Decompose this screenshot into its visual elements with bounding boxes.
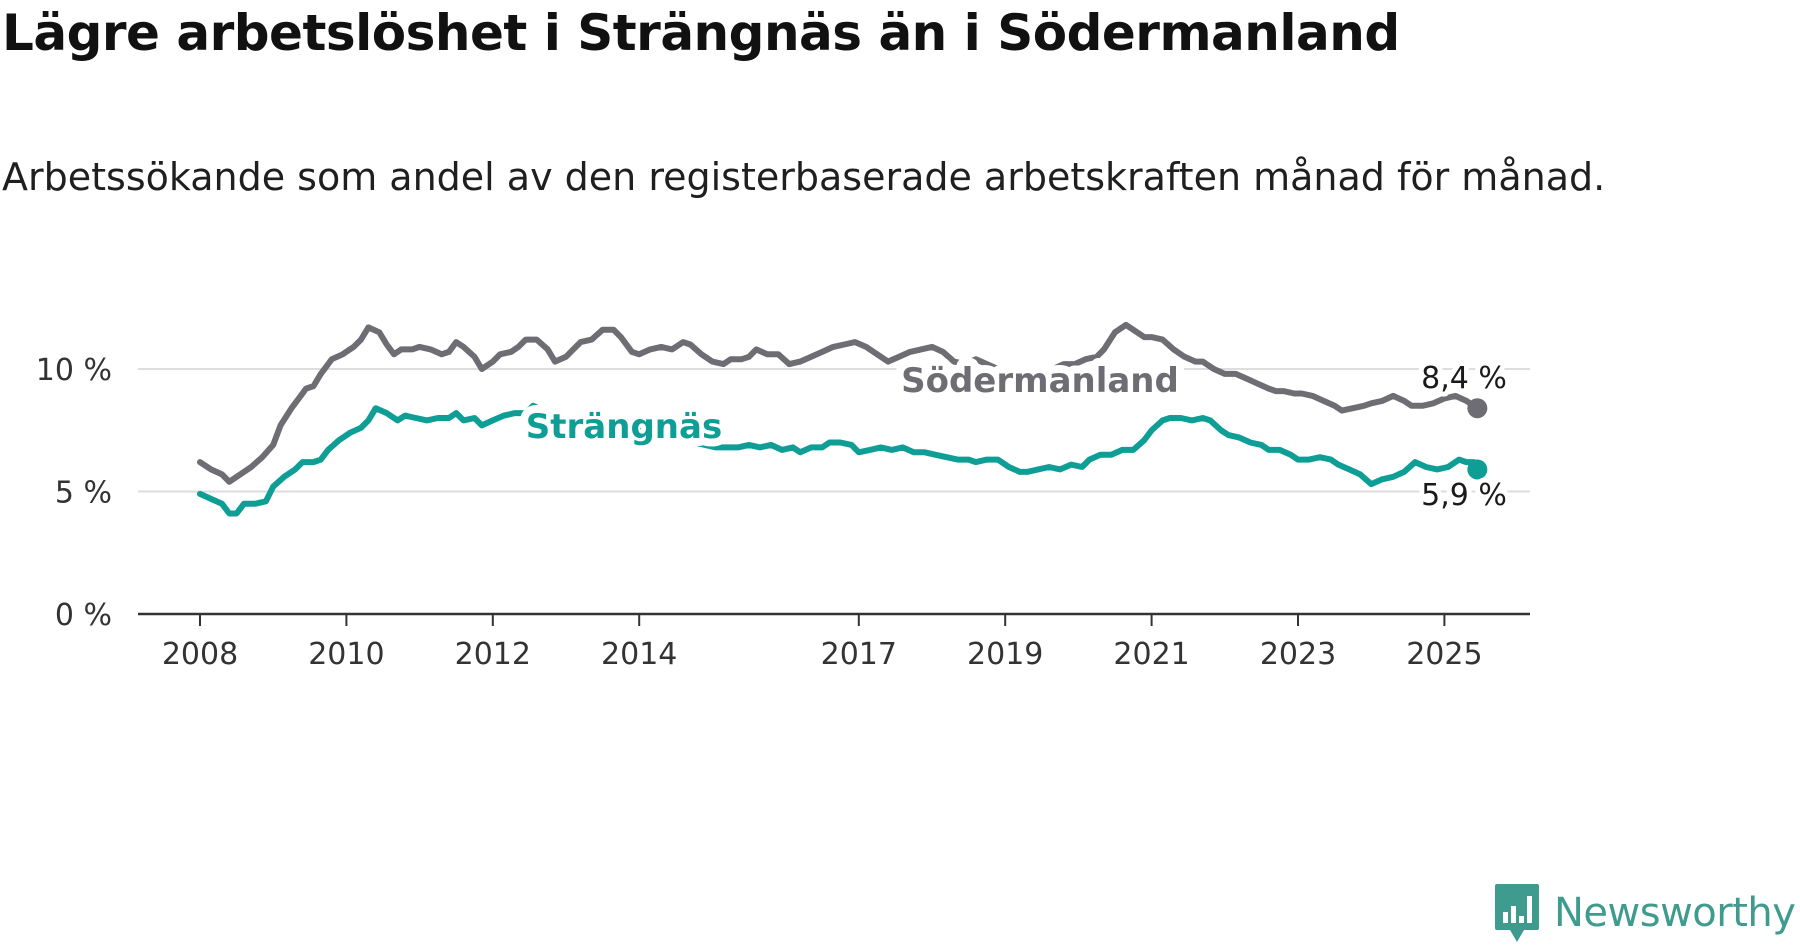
y-tick-label: 5 % bbox=[55, 476, 112, 511]
x-tick-label: 2023 bbox=[1260, 637, 1336, 672]
sodermanland-label: Södermanland bbox=[901, 361, 1179, 401]
y-tick-label: 0 % bbox=[55, 598, 112, 633]
strangnas-value-halo: 5,9 % bbox=[1421, 478, 1507, 513]
brand: Newsworthy bbox=[1494, 882, 1796, 944]
chart-subtitle: Arbetssökande som andel av den registerb… bbox=[2, 155, 1606, 199]
sodermanland-line bbox=[197, 321, 1481, 485]
x-axis-labels: 2008 2010 2012 2014 2017 2019 2021 2023 2025 bbox=[162, 637, 1483, 672]
strangnas-end-point bbox=[1467, 459, 1488, 480]
x-tick-label: 2019 bbox=[967, 637, 1043, 672]
newsworthy-logo-icon bbox=[1495, 884, 1539, 942]
x-axis bbox=[138, 612, 1530, 626]
sodermanland-value-halo: 8,4 % bbox=[1421, 361, 1507, 396]
x-tick-label: 2012 bbox=[455, 637, 531, 672]
y-axis-labels: 0 % 5 % 10 % bbox=[36, 353, 112, 633]
x-tick-label: 2021 bbox=[1113, 637, 1189, 672]
chart-title: Lägre arbetslöshet i Strängnäs än i Söde… bbox=[2, 4, 1400, 62]
series-labels: SödermanlandSödermanlandSträngnäsSträngn… bbox=[518, 353, 1512, 518]
series-layer bbox=[197, 321, 1488, 517]
sodermanland-label-halo: Södermanland bbox=[901, 361, 1179, 401]
x-tick-label: 2017 bbox=[821, 637, 897, 672]
sodermanland-end-point bbox=[1467, 398, 1488, 419]
strangnas-value-label: 5,9 % bbox=[1421, 478, 1507, 513]
y-tick-label: 10 % bbox=[36, 353, 112, 388]
x-tick-label: 2008 bbox=[162, 637, 238, 672]
sodermanland-value-label: 8,4 % bbox=[1421, 361, 1507, 396]
x-tick-label: 2010 bbox=[308, 637, 384, 672]
gridlines bbox=[138, 368, 1530, 493]
strangnas-label: Strängnäs bbox=[526, 407, 722, 447]
x-tick-label: 2014 bbox=[601, 637, 677, 672]
x-tick-label: 2025 bbox=[1406, 637, 1482, 672]
brand-name: Newsworthy bbox=[1554, 890, 1796, 936]
strangnas-line bbox=[197, 402, 1481, 517]
strangnas-label-halo: Strängnäs bbox=[526, 407, 722, 447]
